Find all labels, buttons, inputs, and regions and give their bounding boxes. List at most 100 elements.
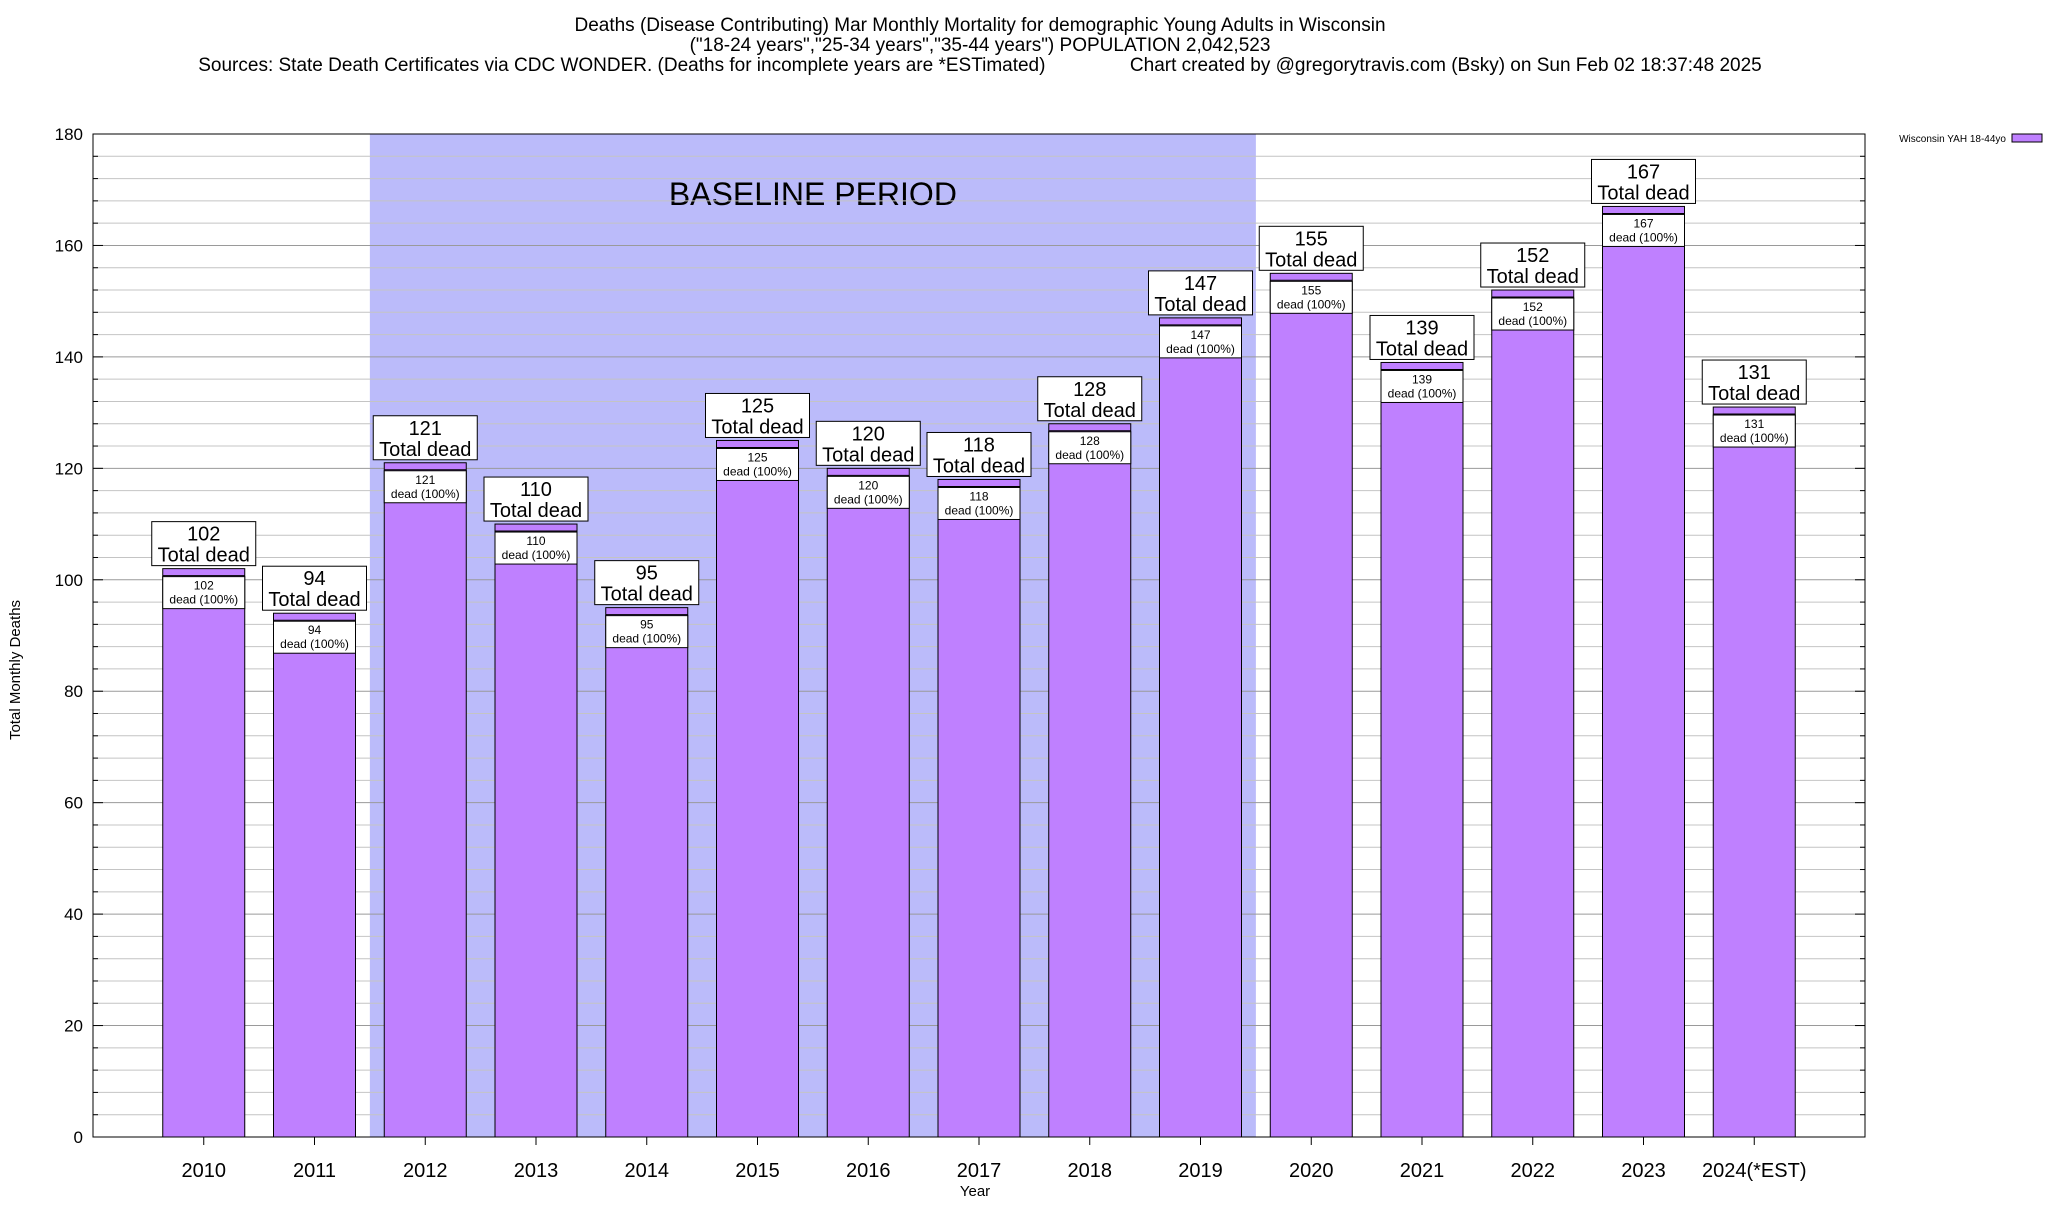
chart-title: Deaths (Disease Contributing) Mar Monthl… bbox=[198, 15, 1762, 76]
total-value-label: 147 bbox=[1184, 273, 1217, 295]
x-tick-label: 2014 bbox=[625, 1160, 670, 1182]
x-tick-label: 2020 bbox=[1289, 1160, 1334, 1182]
inner-label-box bbox=[1491, 297, 1575, 331]
bar bbox=[1491, 289, 1575, 1138]
bar bbox=[826, 467, 910, 1138]
bar bbox=[162, 568, 246, 1138]
total-dead-label: Total dead bbox=[1376, 338, 1468, 360]
total-label-box bbox=[1258, 225, 1364, 271]
x-tick-label: 2015 bbox=[735, 1160, 780, 1182]
baseline-label: BASELINE PERIOD bbox=[669, 176, 957, 212]
title-line-3: Sources: State Death Certificates via CD… bbox=[198, 55, 1762, 76]
total-dead-label: Total dead bbox=[933, 455, 1025, 477]
inner-value-label: 128 bbox=[1080, 434, 1100, 448]
inner-value-label: 155 bbox=[1301, 283, 1321, 297]
inner-percent-label: dead (100%) bbox=[1388, 386, 1457, 400]
inner-percent-label: dead (100%) bbox=[502, 548, 571, 562]
total-dead-label: Total dead bbox=[1044, 400, 1136, 422]
total-value-label: 94 bbox=[303, 568, 325, 590]
inner-percent-label: dead (100%) bbox=[834, 492, 903, 506]
total-dead-label: Total dead bbox=[268, 589, 360, 611]
inner-label-box bbox=[716, 447, 799, 481]
inner-label-box bbox=[1269, 280, 1353, 314]
y-tick-label: 160 bbox=[55, 236, 83, 255]
title-line-2: ("18-24 years","25-34 years","35-44 year… bbox=[690, 35, 1271, 56]
bar bbox=[1380, 361, 1464, 1138]
total-dead-label: Total dead bbox=[158, 545, 250, 567]
y-tick-label: 100 bbox=[55, 571, 83, 590]
x-tick-label: 2017 bbox=[957, 1160, 1002, 1182]
total-value-label: 95 bbox=[636, 563, 658, 585]
total-value-label: 102 bbox=[187, 524, 220, 546]
total-label-box bbox=[594, 560, 700, 606]
x-tick-label: 2023 bbox=[1621, 1160, 1666, 1182]
y-tick-label: 20 bbox=[64, 1017, 83, 1036]
bar bbox=[1602, 205, 1685, 1138]
bar bbox=[1712, 406, 1796, 1138]
inner-value-label: 125 bbox=[747, 450, 767, 464]
x-tick-label: 2010 bbox=[182, 1160, 227, 1182]
total-label-box bbox=[151, 521, 257, 567]
legend: Wisconsin YAH 18-44yo bbox=[1899, 133, 2043, 145]
total-dead-label: Total dead bbox=[1154, 294, 1246, 316]
y-tick-label: 40 bbox=[64, 905, 83, 924]
inner-value-label: 121 bbox=[415, 473, 435, 487]
total-label-box bbox=[1148, 270, 1253, 316]
bar bbox=[937, 478, 1021, 1138]
inner-percent-label: dead (100%) bbox=[945, 503, 1014, 517]
total-dead-label: Total dead bbox=[822, 444, 914, 466]
total-dead-label: Total dead bbox=[601, 584, 693, 606]
total-label-box bbox=[372, 415, 478, 461]
inner-percent-label: dead (100%) bbox=[1720, 431, 1789, 445]
x-tick-label: 2024(*EST) bbox=[1702, 1160, 1807, 1182]
bar bbox=[494, 523, 578, 1138]
inner-label-box bbox=[826, 475, 910, 509]
bar bbox=[716, 439, 799, 1138]
inner-label-box bbox=[1048, 431, 1132, 465]
bar bbox=[1159, 317, 1242, 1138]
inner-value-label: 152 bbox=[1523, 300, 1543, 314]
inner-label-box bbox=[162, 576, 246, 610]
bar bbox=[273, 612, 356, 1138]
total-label-box bbox=[262, 565, 367, 611]
inner-label-box bbox=[273, 620, 356, 654]
y-tick-label: 180 bbox=[55, 125, 83, 144]
inner-label-box bbox=[494, 531, 578, 565]
total-value-label: 152 bbox=[1516, 245, 1549, 267]
inner-percent-label: dead (100%) bbox=[1609, 230, 1678, 244]
legend-swatch bbox=[2011, 133, 2043, 143]
total-value-label: 120 bbox=[852, 423, 885, 445]
inner-label-box bbox=[1159, 325, 1242, 359]
total-value-label: 167 bbox=[1627, 161, 1660, 183]
inner-percent-label: dead (100%) bbox=[723, 464, 792, 478]
bar bbox=[605, 607, 689, 1138]
inner-label-box bbox=[937, 486, 1021, 520]
y-tick-label: 120 bbox=[55, 459, 83, 478]
inner-value-label: 131 bbox=[1744, 417, 1764, 431]
y-axis-label: Total Monthly Deaths bbox=[7, 600, 24, 740]
y-tick-label: 80 bbox=[64, 682, 83, 701]
inner-percent-label: dead (100%) bbox=[1055, 448, 1124, 462]
inner-percent-label: dead (100%) bbox=[1166, 342, 1235, 356]
inner-label-box bbox=[1380, 369, 1464, 403]
bar bbox=[383, 462, 467, 1138]
legend-label: Wisconsin YAH 18-44yo bbox=[1899, 134, 2006, 145]
inner-value-label: 102 bbox=[194, 579, 214, 593]
inner-label-box bbox=[605, 615, 689, 649]
inner-percent-label: dead (100%) bbox=[391, 487, 460, 501]
total-label-box bbox=[483, 476, 589, 522]
x-tick-label: 2016 bbox=[846, 1160, 891, 1182]
inner-value-label: 167 bbox=[1633, 216, 1653, 230]
inner-percent-label: dead (100%) bbox=[169, 593, 238, 607]
x-axis-label: Year bbox=[960, 1183, 990, 1200]
y-tick-label: 140 bbox=[55, 348, 83, 367]
